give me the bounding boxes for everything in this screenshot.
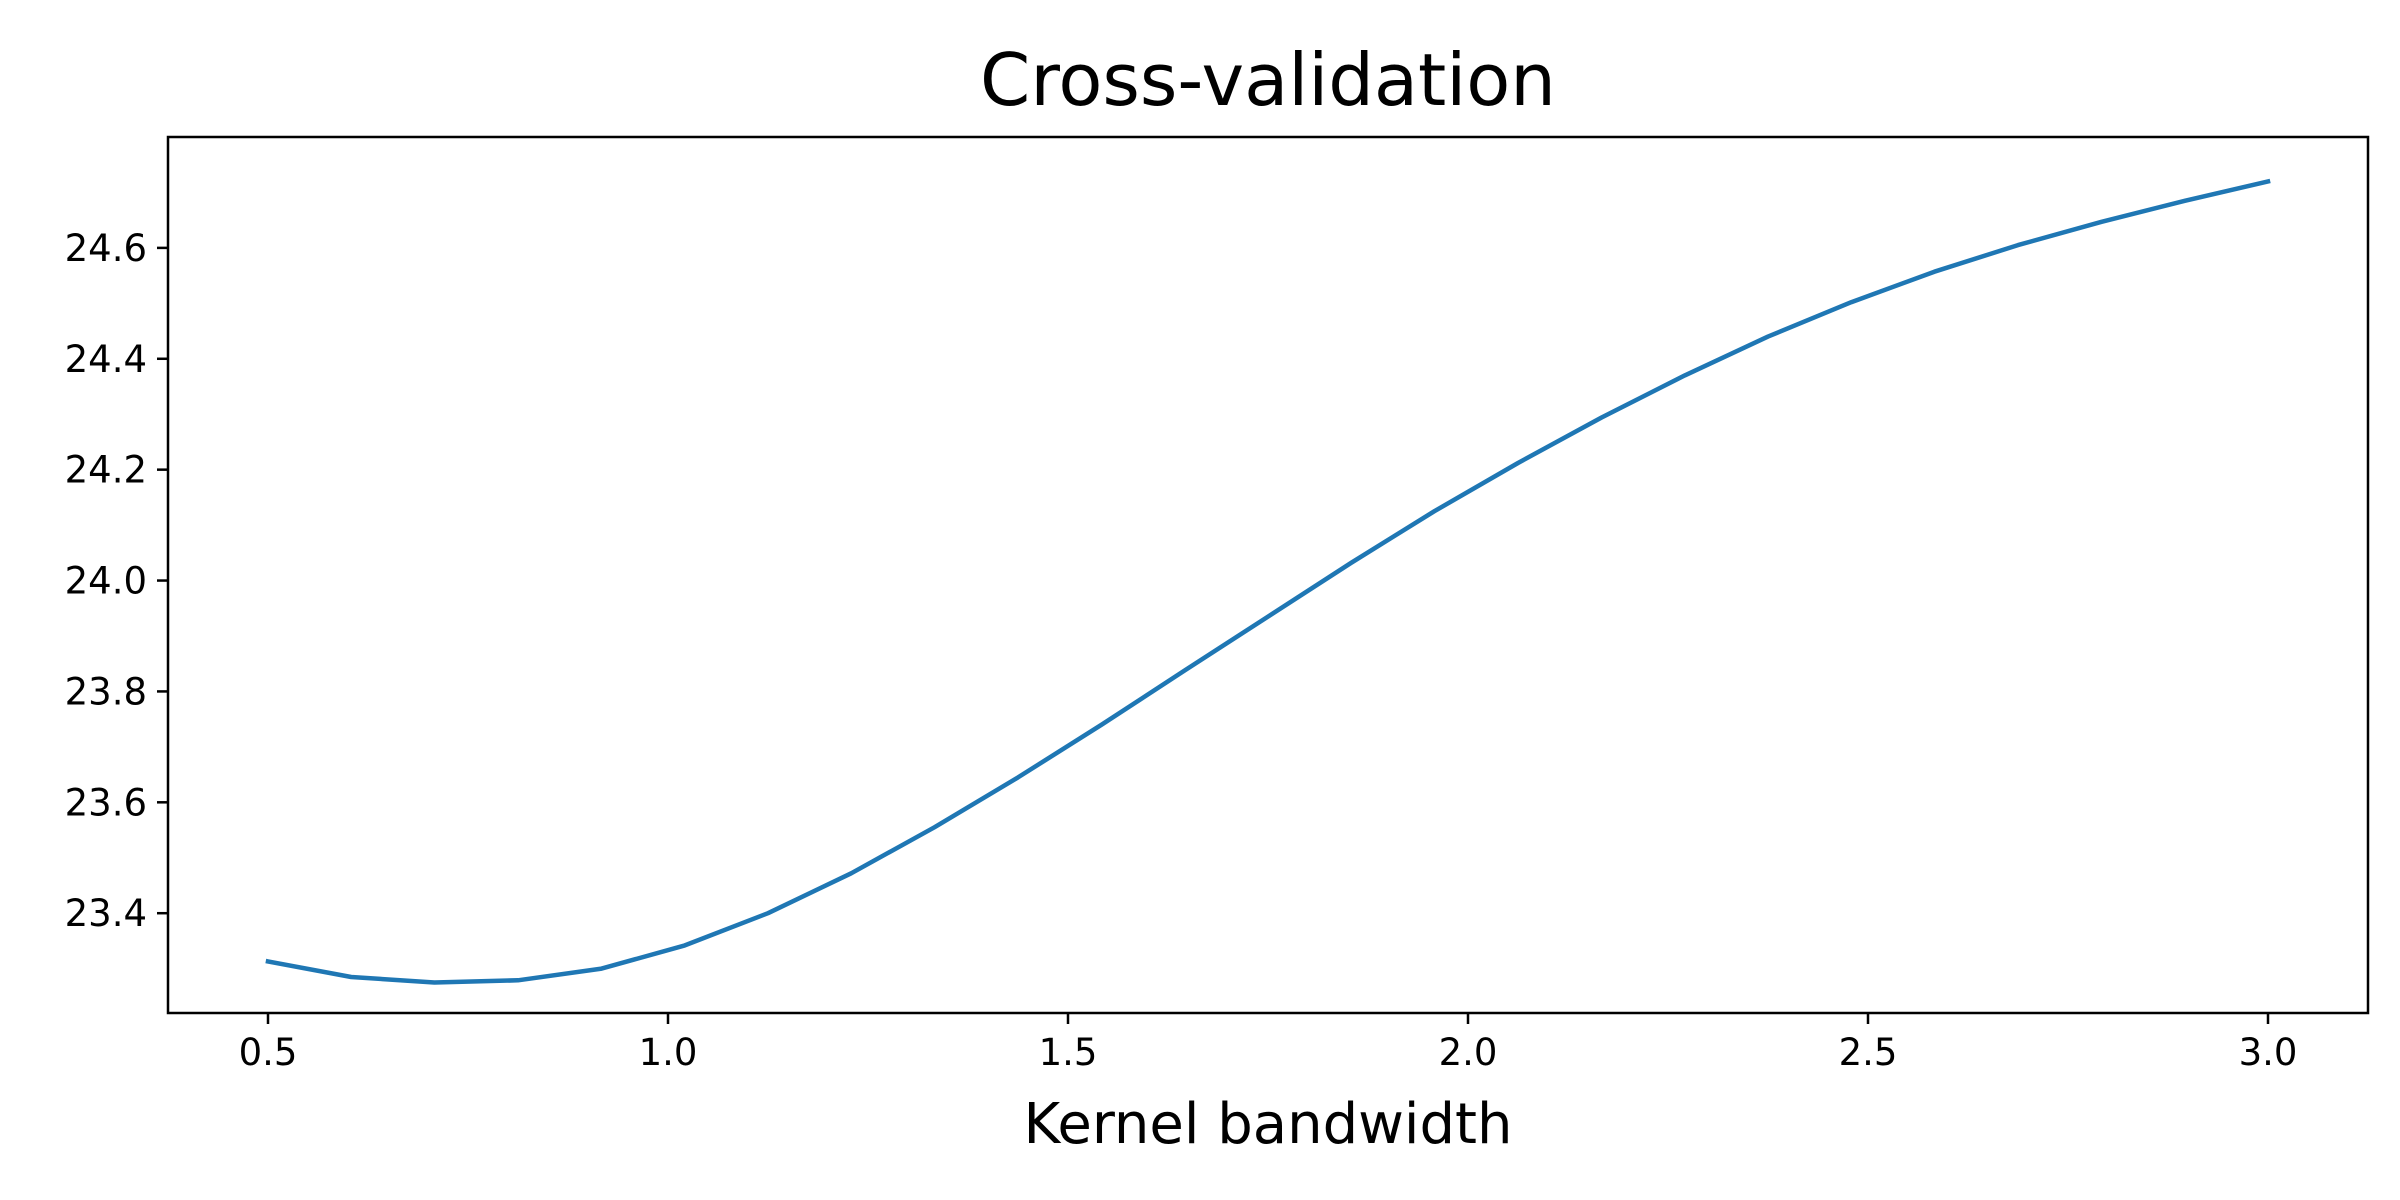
y-axis: 23.4 23.6 23.8 24.0 24.2 24.4 24.6 (65, 227, 168, 935)
y-tick-label: 23.6 (65, 781, 147, 824)
y-tick-label: 24.2 (65, 449, 147, 492)
axes-frame (166, 135, 2370, 1015)
x-tick-label: 1.5 (1039, 1031, 1098, 1074)
y-tick-label: 24.6 (65, 227, 147, 270)
y-tick-label: 24.4 (65, 338, 147, 381)
series-line (265, 178, 2271, 985)
plot-area: 0.5 1.0 1.5 2.0 2.5 3.0 23.423.623.824.024.22… (65, 135, 2370, 1074)
y-tick-label: 23.8 (65, 670, 147, 713)
x-tick-label: 2.5 (1839, 1031, 1898, 1074)
x-tick-label: 3.0 (2239, 1031, 2298, 1074)
series-layer (265, 178, 2271, 985)
chart-title: Cross-validation (980, 38, 1556, 122)
x-tick-label: 2.0 (1439, 1031, 1498, 1074)
x-axis: 0.5 1.0 1.5 2.0 2.5 3.0 (239, 1013, 2298, 1074)
x-axis-label: Kernel bandwidth (1024, 1092, 1513, 1157)
y-tick-label: 23.4 (65, 892, 147, 935)
y-tick-label: 24.0 (65, 560, 147, 603)
x-tick-label: 0.5 (239, 1031, 298, 1074)
x-tick-label: 1.0 (639, 1031, 698, 1074)
